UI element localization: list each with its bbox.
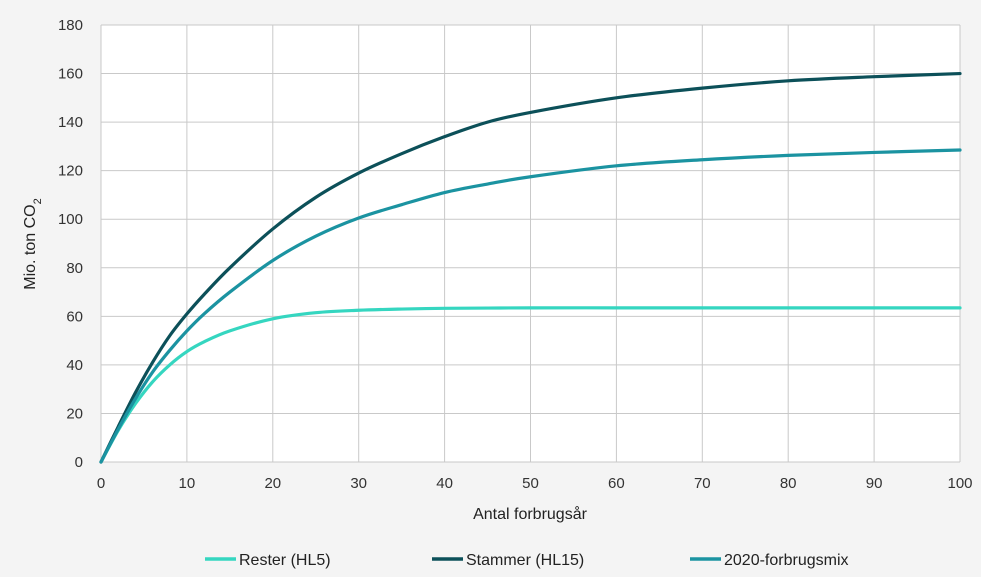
y-tick-label: 60: [66, 308, 83, 325]
y-tick-label: 140: [58, 114, 83, 131]
x-axis-ticks: 0 10 20 30 40 50 60 70 80 90 100: [97, 475, 973, 492]
x-tick-label: 80: [780, 475, 797, 492]
y-tick-label: 80: [66, 260, 83, 277]
legend-label-2020-forbrugsmix: 2020-forbrugsmix: [724, 552, 849, 569]
y-tick-label: 0: [75, 454, 83, 471]
series-line-2020-forbrugsmix: [99, 148, 962, 464]
x-tick-label: 60: [608, 475, 625, 492]
x-tick-label: 40: [436, 475, 453, 492]
x-tick-label: 20: [264, 475, 281, 492]
x-tick-label: 100: [947, 475, 972, 492]
x-tick-label: 90: [866, 475, 883, 492]
x-tick-label: 0: [97, 475, 105, 492]
legend: Rester (HL5) Stammer (HL15) 2020-forbrugsm…: [205, 552, 849, 569]
y-tick-label: 40: [66, 357, 83, 374]
y-axis-title-text: Mio. ton CO: [22, 204, 39, 289]
x-tick-label: 10: [179, 475, 196, 492]
x-axis-title: Antal forbrugsår: [473, 505, 588, 523]
x-tick-label: 70: [694, 475, 711, 492]
y-axis-title-subscript: 2: [32, 198, 44, 204]
series-line-rester-hl5: [99, 306, 962, 464]
legend-label-rester-hl5: Rester (HL5): [239, 552, 331, 569]
y-tick-label: 20: [66, 405, 83, 422]
y-axis-ticks: 0 20 40 60 80 100 120 140 160 180: [58, 17, 83, 471]
y-tick-label: 180: [58, 17, 83, 34]
y-tick-label: 160: [58, 66, 83, 83]
y-axis-title: Mio. ton CO2: [22, 198, 44, 289]
y-tick-label: 120: [58, 163, 83, 180]
legend-label-stammer-hl15: Stammer (HL15): [466, 552, 584, 569]
series-line-stammer-hl15: [99, 71, 962, 464]
x-tick-label: 30: [350, 475, 367, 492]
y-tick-label: 100: [58, 211, 83, 228]
series-lines: [99, 71, 962, 464]
x-tick-label: 50: [522, 475, 539, 492]
gridlines: [100, 24, 961, 463]
